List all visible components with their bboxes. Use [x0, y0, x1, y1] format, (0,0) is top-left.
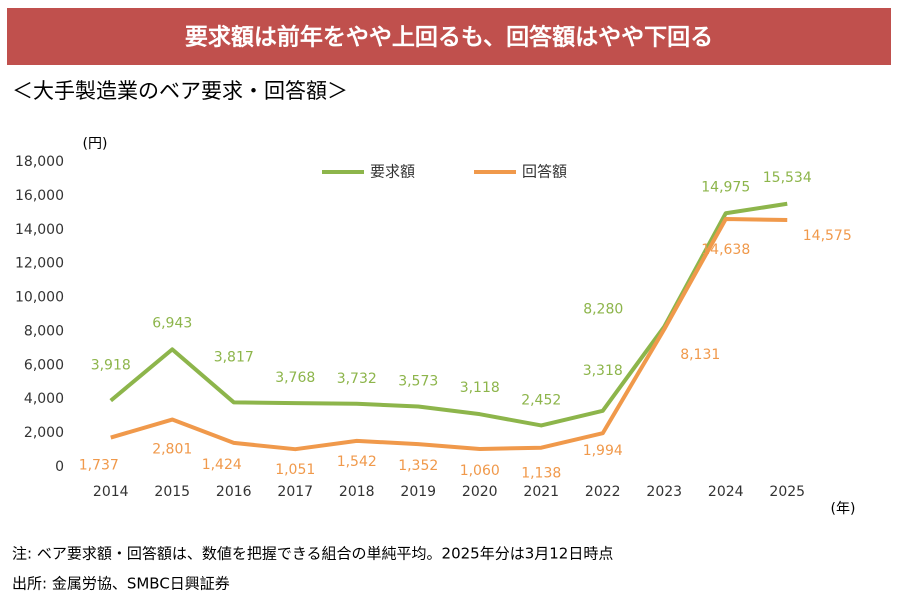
title-banner	[7, 8, 891, 65]
page-title: 要求額は前年をやや上回るも、回答額はやや下回る	[185, 24, 713, 51]
x-tick-label: 2014	[93, 484, 129, 500]
legend-label: 要求額	[370, 163, 415, 181]
y-tick-label: 14,000	[15, 222, 64, 238]
data-label: 6,943	[152, 315, 192, 331]
x-tick-label: 2025	[769, 484, 805, 500]
data-label: 1,737	[79, 458, 119, 474]
data-label: 1,051	[275, 462, 315, 478]
y-tick-label: 18,000	[15, 154, 64, 170]
data-label: 3,573	[398, 373, 438, 389]
plot: 0 2,000 4,000 6,000 8,000 10,000 12,000 14,000 1…	[15, 154, 852, 500]
data-label: 2,452	[521, 392, 561, 408]
data-label: 1,138	[521, 466, 561, 482]
data-label: 14,638	[701, 242, 750, 258]
x-tick-label: 2022	[585, 484, 621, 500]
data-label: 3,817	[214, 349, 254, 365]
data-label: 8,280	[583, 302, 623, 318]
x-tick-label: 2015	[154, 484, 190, 500]
y-tick-label: 6,000	[24, 357, 64, 373]
data-label: 3,768	[275, 370, 315, 386]
series-line	[109, 201, 788, 428]
data-label: 1,424	[202, 457, 242, 473]
series-line	[110, 216, 788, 452]
data-label: 15,534	[763, 170, 812, 186]
y-tick-label: 10,000	[15, 290, 64, 306]
data-label: 1,060	[460, 463, 500, 479]
x-tick-label: 2018	[339, 484, 375, 500]
y-tick-label: 8,000	[24, 323, 64, 339]
x-tick-label: 2017	[277, 484, 313, 500]
x-tick-label: 2023	[646, 484, 682, 500]
data-label: 3,732	[337, 371, 377, 387]
x-tick-label: 2019	[400, 484, 436, 500]
data-label: 1,352	[398, 458, 438, 474]
chart-title: ＜大手製造業のベア要求・回答額＞	[12, 79, 348, 103]
data-label: 3,118	[460, 380, 500, 396]
data-label: 1,994	[583, 443, 623, 459]
x-tick-label: 2020	[462, 484, 498, 500]
legend-label: 回答額	[522, 163, 567, 181]
x-tick-label: 2016	[216, 484, 252, 500]
y-tick-label: 4,000	[24, 391, 64, 407]
data-label: 3,918	[91, 358, 131, 374]
y-tick-label: 0	[55, 459, 64, 475]
y-tick-label: 16,000	[15, 188, 64, 204]
x-tick-label: 2021	[523, 484, 559, 500]
data-label: 1,542	[337, 454, 377, 470]
data-label: 14,975	[701, 179, 750, 195]
x-unit: (年)	[831, 501, 856, 517]
y-unit: (円)	[83, 136, 108, 152]
source: 出所: 金属労協、SMBC日興証券	[12, 575, 230, 593]
x-tick-label: 2024	[708, 484, 744, 500]
data-label: 8,131	[680, 347, 720, 363]
data-label: 3,318	[583, 363, 623, 379]
data-label: 14,575	[803, 228, 852, 244]
y-tick-label: 2,000	[24, 425, 64, 441]
data-label: 2,801	[152, 442, 192, 458]
note: 注: ベア要求額・回答額は、数値を把握できる組合の単純平均。2025年分は3月1…	[12, 545, 613, 563]
y-tick-label: 12,000	[15, 256, 64, 272]
